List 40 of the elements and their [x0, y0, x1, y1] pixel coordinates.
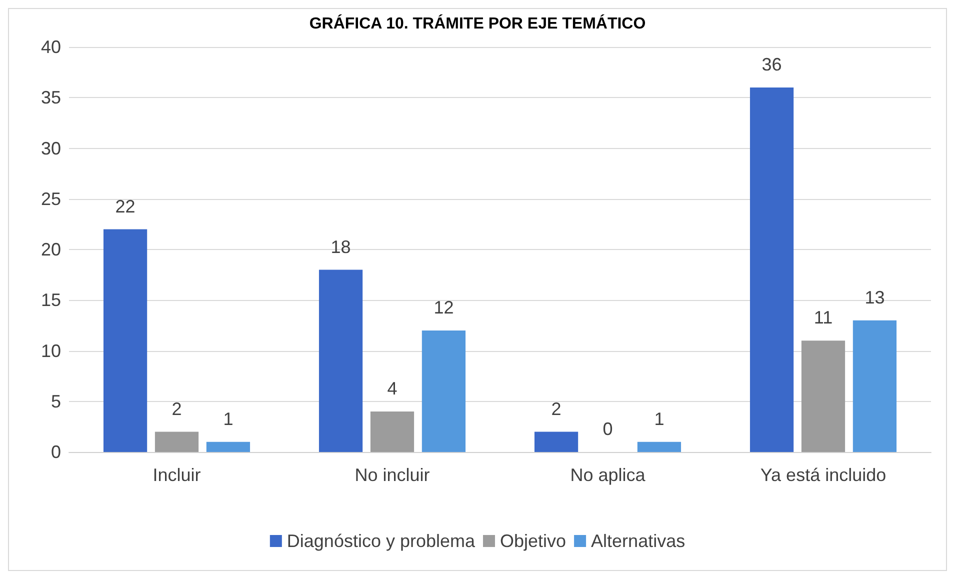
data-label: 1 [223, 408, 234, 429]
x-tick-label: Ya está incluido [760, 465, 886, 485]
data-label: 13 [864, 287, 885, 308]
bar [637, 442, 682, 452]
data-label: 2 [551, 398, 562, 419]
bar [422, 330, 466, 452]
data-label: 22 [115, 196, 136, 216]
y-tick-label: 5 [50, 391, 61, 412]
bar [103, 229, 148, 452]
data-label: 18 [330, 236, 351, 257]
chart-title: GRÁFICA 10. TRÁMITE POR EJE TEMÁTICO [309, 14, 646, 32]
bar [154, 432, 199, 452]
bar [534, 432, 578, 452]
bar [370, 412, 414, 452]
x-tick-label: No incluir [354, 465, 430, 485]
data-label: 11 [814, 308, 833, 328]
y-tick-label: 30 [40, 138, 61, 158]
bar [318, 270, 363, 452]
y-tick-label: 10 [40, 340, 61, 361]
data-label: 12 [434, 298, 454, 318]
y-tick-label: 0 [50, 442, 61, 462]
legend-label: Alternativas [591, 531, 686, 551]
data-label: 2 [172, 398, 182, 419]
y-tick-label: 35 [40, 88, 61, 108]
data-label: 1 [654, 408, 664, 429]
legend-label: Objetivo [500, 531, 566, 551]
bar [801, 340, 846, 452]
data-label: 0 [602, 419, 613, 439]
bar [750, 88, 794, 452]
x-tick-label: Incluir [152, 465, 201, 485]
y-tick-label: 15 [40, 290, 61, 310]
y-tick-label: 20 [40, 240, 61, 260]
legend-label: Diagnóstico y problema [286, 531, 476, 551]
bar [206, 442, 250, 452]
x-tick-label: No aplica [570, 465, 646, 485]
data-label: 36 [762, 54, 782, 74]
y-tick-label: 40 [40, 37, 61, 57]
y-tick-label: 25 [40, 188, 61, 209]
bar [852, 320, 897, 452]
data-label: 4 [387, 378, 398, 398]
